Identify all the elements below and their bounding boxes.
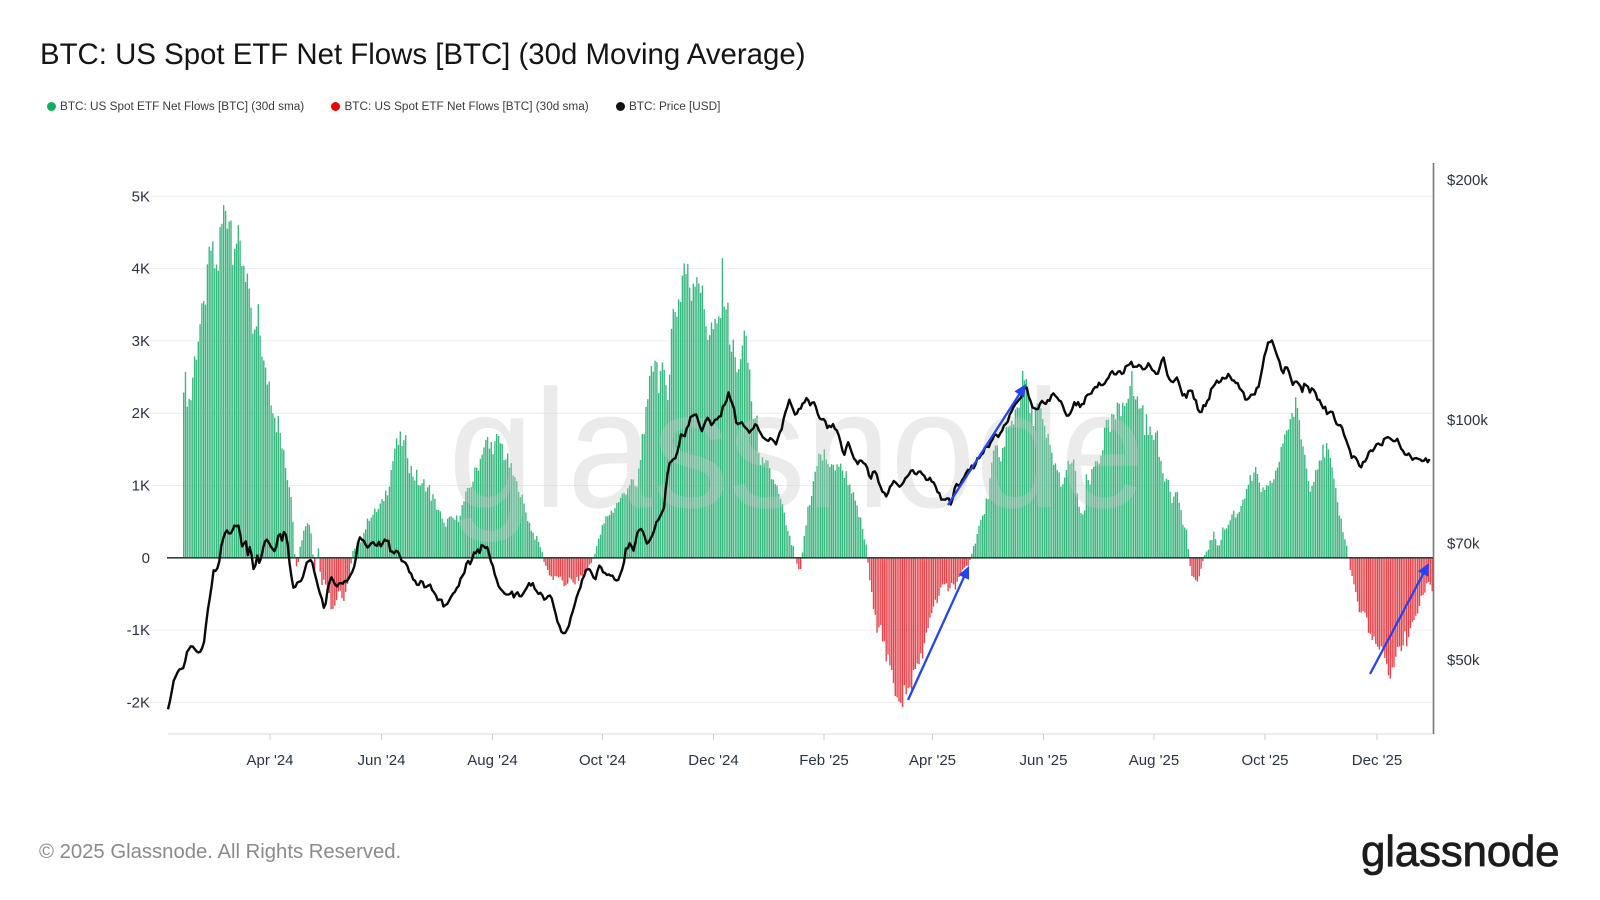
svg-text:$100k: $100k: [1447, 412, 1488, 429]
svg-text:Oct '24: Oct '24: [579, 752, 626, 769]
svg-text:-2K: -2K: [127, 694, 150, 711]
svg-text:$200k: $200k: [1447, 172, 1488, 189]
svg-text:$50k: $50k: [1447, 652, 1480, 669]
svg-text:Aug '25: Aug '25: [1129, 752, 1179, 769]
svg-text:Apr '25: Apr '25: [909, 752, 956, 769]
svg-text:Feb '25: Feb '25: [799, 752, 849, 769]
svg-text:5K: 5K: [132, 188, 150, 205]
svg-text:Dec '24: Dec '24: [688, 752, 738, 769]
svg-text:Jun '24: Jun '24: [358, 752, 406, 769]
svg-text:Dec '25: Dec '25: [1352, 752, 1402, 769]
svg-text:4K: 4K: [132, 261, 150, 278]
svg-text:-1K: -1K: [127, 622, 150, 639]
svg-text:3K: 3K: [132, 333, 150, 350]
svg-text:0: 0: [142, 550, 150, 567]
svg-text:1K: 1K: [132, 478, 150, 495]
svg-text:glassnode: glassnode: [449, 356, 1146, 543]
svg-text:Oct '25: Oct '25: [1241, 752, 1288, 769]
svg-text:Apr '24: Apr '24: [246, 752, 293, 769]
svg-text:2K: 2K: [132, 405, 150, 422]
svg-text:Jun '25: Jun '25: [1020, 752, 1068, 769]
svg-text:$70k: $70k: [1447, 536, 1480, 553]
svg-text:Aug '24: Aug '24: [467, 752, 517, 769]
